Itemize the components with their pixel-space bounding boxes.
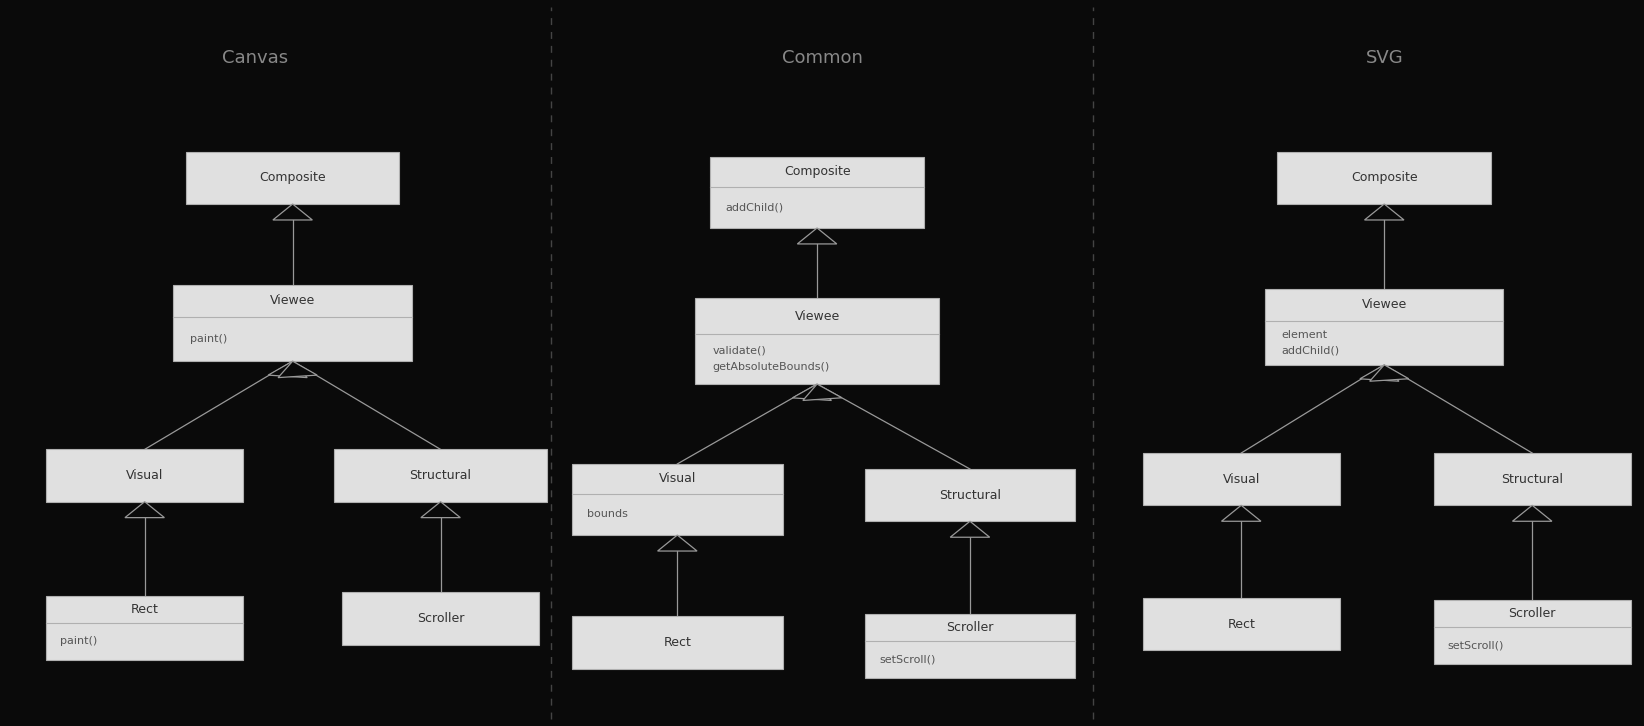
Text: Viewee: Viewee [1361,298,1407,311]
Text: Scroller: Scroller [1509,607,1555,619]
Text: Structural: Structural [939,489,1001,502]
Text: Composite: Composite [784,166,850,179]
Bar [173,285,411,361]
Polygon shape [421,502,460,518]
Polygon shape [1221,505,1261,521]
Bar [1143,453,1340,505]
Text: paint(): paint() [59,637,97,646]
Text: element: element [1282,330,1328,340]
Text: Composite: Composite [260,171,326,184]
Bar [1277,152,1491,204]
Text: Rect: Rect [1228,618,1254,631]
Polygon shape [1369,364,1409,381]
Polygon shape [268,361,307,378]
Bar [46,596,243,660]
Text: Visual: Visual [1223,473,1259,486]
Text: Composite: Composite [1351,171,1417,184]
Bar [572,464,783,535]
Bar [1434,600,1631,664]
Text: validate(): validate() [712,346,766,356]
Text: bounds: bounds [587,510,628,519]
Bar [1266,288,1504,364]
Bar [865,614,1075,678]
Polygon shape [792,384,832,401]
Text: Visual: Visual [127,469,163,482]
Text: Scroller: Scroller [947,621,993,634]
Bar [1143,598,1340,650]
Bar [710,157,924,228]
Text: SVG: SVG [1366,49,1402,67]
Polygon shape [273,204,312,220]
Text: Viewee: Viewee [794,310,840,323]
Text: getAbsoluteBounds(): getAbsoluteBounds() [712,362,830,372]
Polygon shape [797,228,837,244]
Text: paint(): paint() [191,334,227,344]
Bar [342,592,539,645]
Text: addChild(): addChild() [725,203,783,212]
Bar [695,298,939,384]
Text: Rect: Rect [664,636,690,649]
Text: Visual: Visual [659,473,695,486]
Polygon shape [1512,505,1552,521]
Text: setScroll(): setScroll() [880,655,935,664]
Polygon shape [125,502,164,518]
Text: Rect: Rect [132,603,158,616]
Text: addChild(): addChild() [1282,345,1340,355]
Bar [865,469,1075,521]
Polygon shape [658,535,697,551]
Polygon shape [802,384,842,401]
Polygon shape [278,361,317,378]
Text: setScroll(): setScroll() [1447,640,1504,650]
Polygon shape [950,521,990,537]
Bar [334,449,547,502]
Bar [186,152,399,204]
Text: Common: Common [781,49,863,67]
Text: Scroller: Scroller [418,612,464,625]
Bar [1434,453,1631,505]
Text: Viewee: Viewee [270,295,316,308]
Text: Canvas: Canvas [222,49,288,67]
Text: Structural: Structural [409,469,472,482]
Text: Structural: Structural [1501,473,1563,486]
Bar [46,449,243,502]
Polygon shape [1360,364,1399,381]
Polygon shape [1365,204,1404,220]
Bar [572,616,783,669]
